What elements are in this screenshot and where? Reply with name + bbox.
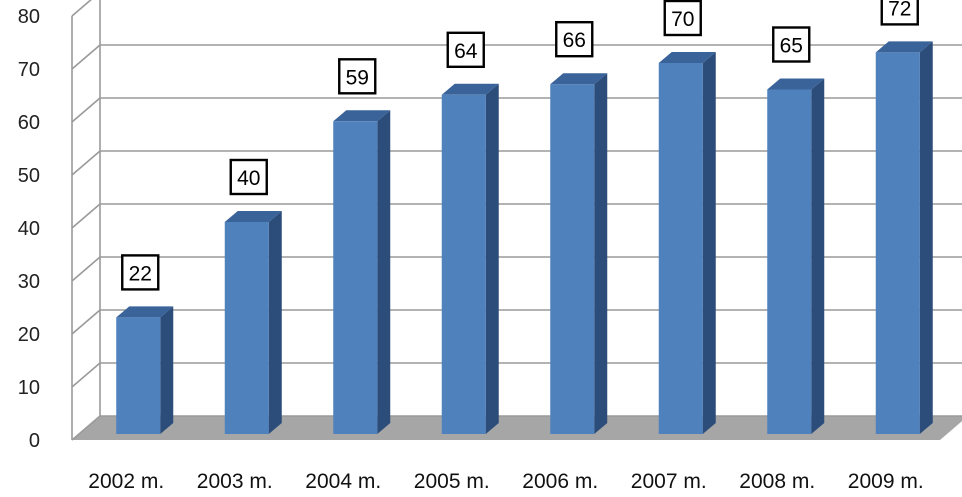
- data-label-text: 72: [888, 0, 911, 20]
- x-tick-label: 2003 m.: [197, 470, 273, 493]
- bar-front: [441, 94, 486, 435]
- gridline-side: [71, 309, 101, 335]
- data-label-text: 66: [563, 29, 586, 52]
- bar-top: [550, 73, 608, 85]
- data-label-text: 40: [237, 167, 260, 190]
- data-label: 64: [446, 31, 485, 68]
- bar-side: [485, 83, 499, 435]
- bar-front: [875, 52, 920, 435]
- bar-side: [594, 73, 608, 434]
- value-axis: 0 10 20 30 40 50 60 70 80: [18, 0, 101, 452]
- chart-floor: [72, 416, 962, 440]
- data-label-box: [229, 158, 268, 196]
- x-tick-label: 2005 m.: [414, 470, 490, 493]
- gridlines: [71, 0, 962, 441]
- bar: [333, 110, 391, 435]
- y-tick-label: 70: [18, 59, 40, 81]
- bar: [767, 78, 825, 434]
- x-tick-label: 2006 m.: [522, 470, 598, 493]
- x-tick-label: 2009 m.: [848, 470, 924, 493]
- y-tick-label: 60: [18, 112, 40, 134]
- bar-top: [658, 52, 716, 63]
- bar-front: [224, 222, 269, 434]
- y-tick-label: 50: [18, 165, 40, 187]
- bar-side: [160, 306, 174, 434]
- data-label: 72: [880, 0, 919, 26]
- data-label-box: [880, 0, 919, 26]
- category-axis: 2002 m. 2003 m. 2004 m. 2005 m. 2006 m. 2007 …: [88, 470, 923, 493]
- bar-front: [658, 63, 703, 434]
- data-label-text: 65: [780, 35, 803, 58]
- data-label: 22: [121, 254, 160, 291]
- bar-top: [333, 110, 391, 122]
- bar-side: [377, 110, 391, 435]
- data-label: 66: [555, 21, 594, 58]
- bar-side: [702, 52, 716, 434]
- bar-front: [767, 89, 812, 434]
- data-label-box: [663, 0, 702, 37]
- data-label: 40: [229, 158, 268, 196]
- bar: [441, 83, 499, 435]
- x-tick-label: 2004 m.: [305, 470, 381, 493]
- gridline-side: [71, 362, 101, 388]
- bar-front: [333, 121, 378, 435]
- bar-side: [268, 211, 282, 434]
- gridline-side: [71, 44, 101, 70]
- data-label-box: [772, 26, 811, 63]
- bar-top: [441, 83, 499, 95]
- x-tick-label: 2007 m.: [631, 470, 707, 493]
- data-label-box: [555, 21, 594, 58]
- y-tick-label: 30: [18, 271, 40, 293]
- bar-top: [767, 78, 825, 90]
- bar-front: [116, 317, 161, 434]
- gridline-side: [71, 415, 101, 441]
- bar: [875, 41, 933, 435]
- data-label-text: 22: [129, 262, 152, 285]
- data-label-box: [121, 254, 160, 291]
- gridline-side: [71, 97, 101, 123]
- x-tick-label: 2002 m.: [88, 470, 164, 493]
- floor-plane: [72, 416, 962, 440]
- bar: [550, 73, 608, 434]
- data-label-box: [338, 58, 377, 95]
- gridline-side: [71, 0, 92, 17]
- y-tick-label: 40: [18, 218, 40, 240]
- y-tick-label: 10: [18, 377, 40, 399]
- bar-side: [811, 78, 825, 434]
- gridline-side: [71, 150, 101, 176]
- data-label: 59: [338, 58, 377, 95]
- gridline-side: [71, 256, 101, 282]
- y-tick-label: 20: [18, 324, 40, 346]
- y-tick-label: 80: [18, 6, 40, 28]
- x-tick-label: 2008 m.: [739, 470, 815, 493]
- bar-top: [116, 306, 174, 318]
- data-label: 70: [663, 0, 702, 37]
- data-label-box: [446, 31, 485, 68]
- y-tick-label: 0: [29, 430, 40, 452]
- bar: [116, 306, 174, 434]
- bar: [658, 52, 716, 434]
- bars: [116, 41, 933, 435]
- data-labels: 22 40 59 64 66 70 65 72: [121, 0, 919, 291]
- bar: [224, 211, 282, 434]
- bar-top: [224, 211, 282, 222]
- bar-front: [550, 84, 595, 434]
- data-label: 65: [772, 26, 811, 63]
- data-label-text: 64: [454, 40, 478, 63]
- bar-side: [919, 41, 933, 435]
- data-label-text: 59: [346, 66, 369, 89]
- gridline-side: [71, 203, 101, 229]
- data-label-text: 70: [671, 8, 694, 31]
- bar-top: [875, 41, 933, 53]
